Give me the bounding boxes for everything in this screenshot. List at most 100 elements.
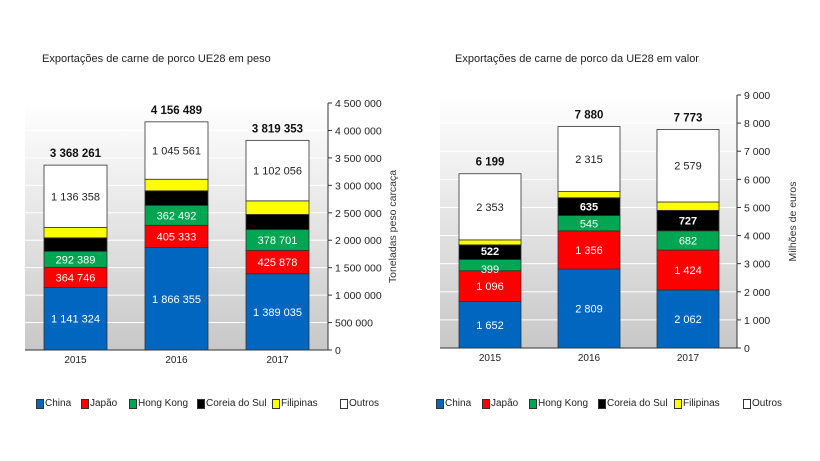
y-tick-label: 0: [335, 345, 341, 357]
x-tick-label: 2016: [578, 353, 601, 364]
legend-label: Filipinas: [281, 398, 318, 409]
legend-item: Hong Kong: [529, 398, 588, 409]
y-tick-label: 2 000: [744, 287, 770, 299]
y-tick-label: 1 000 000: [335, 290, 382, 302]
x-tick-label: 2015: [64, 355, 87, 366]
bar-segment-china: [245, 273, 310, 351]
data-label: 1 045 561: [152, 146, 201, 158]
data-label: 2 809: [575, 304, 603, 316]
legend-swatch: [81, 398, 89, 409]
legend-item: Outros: [340, 398, 379, 409]
legend-label: Coreia do Sul: [607, 398, 668, 409]
y-tick-label: 2 500 000: [335, 208, 382, 220]
bar-segment-outros: [656, 129, 720, 203]
data-label: 1 389 035: [253, 307, 302, 319]
legend-weight: China Japão Hong Kong Coreia do Sul Filipina…: [0, 398, 820, 412]
legend-swatch: [482, 398, 490, 409]
total-label: 3 819 353: [252, 123, 303, 135]
y-tick-label: 0: [744, 343, 750, 355]
x-tick-label: 2017: [266, 355, 289, 366]
legend-item: Coreia do Sul: [197, 398, 267, 409]
y-tick-label: 4 000: [744, 231, 770, 243]
data-label: 362 492: [157, 210, 197, 222]
data-label: 364 746: [56, 272, 96, 284]
data-label: 378 701: [258, 235, 298, 247]
y-tick-label: 4 000 000: [335, 125, 382, 137]
bar-segment-china: [43, 286, 108, 351]
chart-title-value: Exportações de carne de porco da UE28 em…: [455, 53, 699, 65]
legend-label: Hong Kong: [538, 398, 589, 409]
legend-label: Hong Kong: [138, 398, 189, 409]
legend-item: Hong Kong: [129, 398, 188, 409]
data-label: 2 062: [674, 314, 702, 326]
data-label: 1 136 358: [51, 191, 100, 203]
bar-segment-outros: [144, 121, 209, 180]
legend-swatch: [272, 398, 280, 409]
legend-label: Outros: [752, 398, 783, 409]
data-label: 522: [481, 246, 499, 258]
legend-value: China Japão Hong Kong Coreia do Sul Filipina…: [0, 398, 820, 412]
legend-item: Filipinas: [674, 398, 720, 409]
legend-label: Coreia do Sul: [206, 398, 267, 409]
bar-segment-outros: [245, 139, 310, 202]
legend-swatch: [743, 398, 751, 409]
data-label: 727: [679, 216, 697, 228]
data-label: 635: [580, 202, 598, 214]
bar-segment-china: [458, 301, 522, 349]
bar-segment-coreia-do-sul: [144, 190, 209, 206]
legend-label: China: [45, 398, 72, 409]
y-tick-label: 3 000: [744, 259, 770, 271]
bar-segment-japão: [458, 270, 522, 302]
data-label: 2 353: [476, 202, 504, 214]
data-label: 292 389: [56, 254, 96, 266]
legend-swatch: [340, 398, 348, 409]
data-label: 2 315: [575, 154, 603, 166]
y-tick-label: 7 000: [744, 146, 770, 158]
legend-label: Filipinas: [683, 398, 720, 409]
legend-item: Japão: [81, 398, 117, 409]
legend-swatch: [36, 398, 44, 409]
bar-segment-filipinas: [245, 200, 310, 215]
legend-label: Japão: [90, 398, 118, 409]
data-label: 1 424: [674, 265, 702, 277]
bar-segment-coreia-do-sul: [43, 237, 108, 252]
bar-segment-outros: [557, 126, 621, 192]
data-label: 2 579: [674, 161, 702, 173]
total-label: 7 880: [575, 109, 604, 121]
y-tick-label: 500 000: [335, 318, 373, 330]
bar-segment-china: [144, 247, 209, 351]
bar-segment-japão: [656, 249, 720, 291]
data-label: 1 102 056: [253, 166, 302, 178]
x-tick-label: 2017: [677, 353, 700, 364]
bar-segment-filipinas: [43, 227, 108, 239]
legend-item: Coreia do Sul: [598, 398, 668, 409]
y-tick-label: 6 000: [744, 174, 770, 186]
y-tick-label: 1 000: [744, 315, 770, 327]
y-tick-label: 3 000 000: [335, 180, 382, 192]
data-label: 1 652: [476, 320, 504, 332]
data-label: 425 878: [258, 257, 298, 269]
legend-swatch: [529, 398, 537, 409]
legend-label: Japão: [491, 398, 519, 409]
bar-segment-filipinas: [458, 239, 522, 246]
legend-swatch: [129, 398, 137, 409]
y-tick-label: 5 000: [744, 202, 770, 214]
data-label: 1 356: [575, 245, 603, 257]
data-label: 682: [679, 235, 697, 247]
bar-segment-outros: [43, 164, 108, 228]
data-label: 399: [481, 264, 499, 276]
legend-label: Outros: [349, 398, 380, 409]
legend-item: China: [436, 398, 471, 409]
bar-segment-japão: [557, 230, 621, 270]
legend-swatch: [598, 398, 606, 409]
legend-swatch: [674, 398, 682, 409]
legend-swatch: [436, 398, 444, 409]
y-tick-label: 8 000: [744, 118, 770, 130]
bar-segment-filipinas: [557, 191, 621, 199]
total-label: 6 199: [476, 157, 505, 169]
legend-swatch: [197, 398, 205, 409]
y-axis-label: Toneladas peso carcaça: [387, 170, 399, 283]
total-label: 3 368 261: [50, 148, 102, 160]
y-tick-label: 1 500 000: [335, 263, 382, 275]
bar-segment-filipinas: [656, 201, 720, 211]
